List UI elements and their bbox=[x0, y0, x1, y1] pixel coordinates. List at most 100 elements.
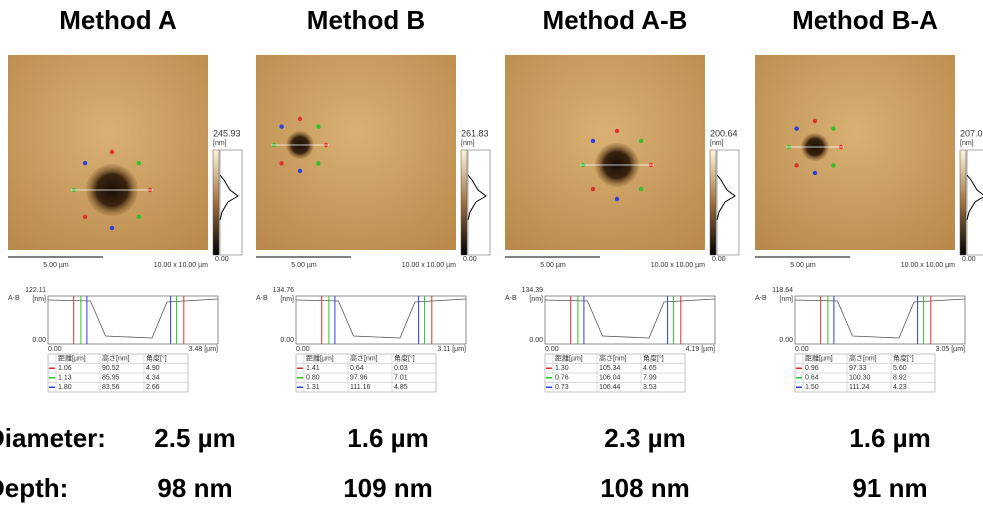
table-cell: 83.56 bbox=[102, 384, 120, 391]
depth-value: 98 nm bbox=[157, 473, 232, 503]
histogram bbox=[716, 174, 736, 221]
afm-image bbox=[256, 55, 456, 250]
profile-curve bbox=[544, 298, 716, 339]
scan-size: 10.00 x 10.00 µm bbox=[651, 262, 705, 269]
table-header: 距離[µm] bbox=[58, 354, 86, 363]
profile-box bbox=[295, 295, 467, 345]
table-header: 角度[°] bbox=[394, 354, 415, 363]
diameter-value: 2.3 µm bbox=[604, 423, 685, 453]
panel-title: Method A-B bbox=[543, 5, 688, 35]
table-cell: 2.66 bbox=[146, 384, 160, 391]
marker bbox=[794, 126, 799, 131]
marker bbox=[614, 128, 620, 134]
marker bbox=[638, 138, 644, 144]
colorbar bbox=[460, 149, 468, 256]
profile-xmax: 4.19 [µm] bbox=[686, 346, 715, 353]
histogram-box bbox=[219, 149, 243, 256]
profile-xmin: 0.00 bbox=[48, 346, 62, 353]
table-header: 高さ[nm] bbox=[599, 354, 627, 363]
diameter-label: Diameter: bbox=[0, 423, 106, 453]
marker bbox=[812, 170, 818, 176]
table-cell: 4.85 bbox=[394, 384, 408, 391]
marker bbox=[136, 214, 142, 220]
table-cell: 105.34 bbox=[599, 365, 621, 372]
colorbar bbox=[959, 149, 967, 256]
depth-value: 109 nm bbox=[343, 473, 433, 503]
colorbar bbox=[212, 149, 220, 256]
table-cell: 4.23 bbox=[893, 384, 907, 391]
profile-xmax: 3.11 [µm] bbox=[437, 346, 466, 353]
table-cell: 0.64 bbox=[805, 375, 819, 382]
scale-label: 5.00 µm bbox=[790, 262, 816, 269]
table-cell: 1.80 bbox=[58, 384, 72, 391]
cbar-min: 0.00 bbox=[463, 256, 477, 263]
marker bbox=[831, 163, 836, 168]
marker bbox=[136, 160, 142, 166]
table-cell: 106.04 bbox=[599, 375, 621, 382]
profile-box bbox=[794, 295, 966, 345]
profile-xmax: 3.48 [µm] bbox=[189, 346, 218, 353]
marker bbox=[831, 126, 836, 131]
profile-xmin: 0.00 bbox=[545, 346, 559, 353]
colorbar bbox=[709, 149, 717, 256]
table-cell: 0.96 bbox=[805, 365, 819, 372]
histogram bbox=[219, 174, 239, 221]
table-cell: 85.95 bbox=[102, 375, 120, 382]
table-header: 高さ[nm] bbox=[849, 354, 877, 363]
marker bbox=[279, 124, 284, 129]
table-cell: 90.52 bbox=[102, 365, 120, 372]
profile-xmax: 3.05 [µm] bbox=[936, 346, 965, 353]
table-cell: 0.80 bbox=[306, 375, 320, 382]
marker bbox=[109, 149, 115, 155]
panel-title: Method A bbox=[59, 5, 177, 35]
marker bbox=[109, 225, 115, 231]
marker bbox=[279, 161, 284, 166]
marker bbox=[614, 196, 620, 202]
table-header: 角度[°] bbox=[643, 354, 664, 363]
profile-ymin: 0.00 bbox=[779, 337, 793, 344]
profile-yunit: [nm] bbox=[779, 296, 793, 303]
profile-label: A-B bbox=[505, 295, 517, 302]
marker bbox=[638, 186, 644, 192]
table-cell: 106.44 bbox=[599, 384, 621, 391]
table-cell: 1.30 bbox=[555, 365, 569, 372]
profile-ymin: 0.00 bbox=[280, 337, 294, 344]
marker bbox=[590, 186, 596, 192]
table-header: 高さ[nm] bbox=[102, 354, 130, 363]
profile-ymax: 118.64 bbox=[772, 287, 793, 294]
table-cell: 1.41 bbox=[306, 365, 320, 372]
profile-curve bbox=[794, 298, 966, 339]
table-cell: 8.92 bbox=[893, 375, 907, 382]
diameter-value: 2.5 µm bbox=[154, 423, 235, 453]
table-header: 角度[°] bbox=[146, 354, 167, 363]
afm-image bbox=[755, 55, 955, 250]
table-cell: 1.06 bbox=[58, 365, 72, 372]
profile-yunit: [nm] bbox=[32, 296, 46, 303]
table-cell: 97.33 bbox=[849, 365, 867, 372]
histogram bbox=[966, 174, 983, 221]
profile-xmin: 0.00 bbox=[795, 346, 809, 353]
table-cell: 0.64 bbox=[350, 365, 364, 372]
profile-ymax: 122.11 bbox=[25, 287, 46, 294]
cbar-unit: [nm] bbox=[213, 140, 227, 147]
table-header: 距離[µm] bbox=[805, 354, 833, 363]
histogram-box bbox=[716, 149, 740, 256]
marker bbox=[82, 214, 88, 220]
profile-xmin: 0.00 bbox=[296, 346, 310, 353]
cbar-max: 245.93 bbox=[213, 128, 241, 138]
table-cell: 0.73 bbox=[555, 384, 569, 391]
scale-label: 5.00 µm bbox=[540, 262, 566, 269]
histogram bbox=[467, 174, 487, 221]
profile-curve bbox=[47, 298, 219, 339]
scale-label: 5.00 µm bbox=[43, 262, 69, 269]
profile-box bbox=[544, 295, 716, 345]
afm-image bbox=[8, 55, 208, 250]
table-cell: 1.31 bbox=[306, 384, 320, 391]
diameter-value: 1.6 µm bbox=[849, 423, 930, 453]
table-header: 角度[°] bbox=[893, 354, 914, 363]
table-cell: 1.13 bbox=[58, 375, 72, 382]
table-header: 距離[µm] bbox=[306, 354, 334, 363]
table-cell: 111.16 bbox=[350, 384, 370, 391]
table-header: 高さ[nm] bbox=[350, 354, 378, 363]
